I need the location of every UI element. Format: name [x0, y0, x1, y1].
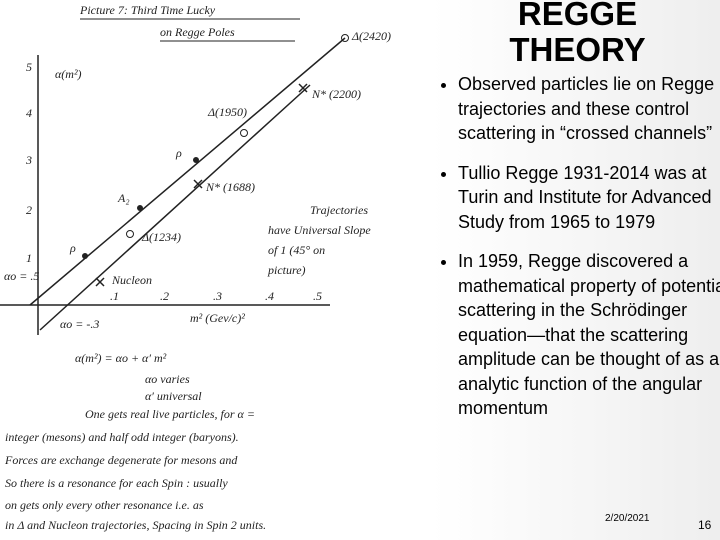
- page-number: 16: [698, 518, 712, 532]
- x-tick-label: .3: [213, 289, 222, 303]
- particle-label: ρ: [69, 241, 76, 255]
- marker: [95, 277, 105, 287]
- marker: [193, 157, 199, 163]
- y-tick-label: 1: [26, 251, 32, 265]
- note-line: So there is a resonance for each Spin : …: [5, 476, 228, 490]
- date: 2/20/2021: [605, 513, 650, 524]
- y-tick-label: 3: [25, 153, 32, 167]
- marker: [126, 230, 134, 238]
- x-tick-label: .2: [160, 289, 169, 303]
- x-tick-label: .1: [110, 289, 119, 303]
- bullet-list: Observed particles lie on Regge trajecto…: [436, 72, 720, 436]
- particle-label: Δ(1950): [207, 105, 247, 119]
- bullet: Tullio Regge 1931-2014 was at Turin and …: [458, 161, 720, 235]
- x-axis-label: m² (Gev/c)²: [190, 311, 245, 325]
- particle-label: Δ(1234): [141, 230, 181, 244]
- trajectory: [29, 37, 346, 306]
- equation: α(m²) = αo + α′ m²: [75, 351, 167, 365]
- y-tick-label: 4: [26, 106, 32, 120]
- equation: αo varies: [145, 372, 190, 386]
- note-line: Forces are exchange degenerate for meson…: [4, 453, 238, 467]
- title-line: REGGE: [517, 0, 638, 32]
- note-line: integer (mesons) and half odd integer (b…: [5, 430, 239, 444]
- sketch: Picture 7: Third Time Lucky on Regge Pol…: [0, 3, 392, 532]
- note-line: One gets real live particles, for α =: [85, 407, 255, 421]
- particle-label: N* (1688): [205, 180, 255, 194]
- note-line: in Δ and Nucleon trajectories, Spacing i…: [5, 518, 266, 532]
- equation: α′ universal: [145, 389, 202, 403]
- sketch-title: on Regge Poles: [160, 25, 235, 39]
- slope-note: have Universal Slope: [268, 223, 371, 237]
- y-tick-label: 5: [26, 60, 32, 74]
- marker: [240, 129, 248, 137]
- marker: [137, 205, 143, 211]
- intercept-label: αo = -.3: [60, 317, 99, 331]
- particle-label: ρ: [175, 146, 182, 160]
- bullet: In 1959, Regge discovered a mathematical…: [458, 249, 720, 421]
- marker: [298, 83, 308, 93]
- marker: [341, 34, 349, 42]
- x-tick-label: .4: [265, 289, 274, 303]
- x-tick-label: .5: [313, 289, 322, 303]
- trajectory: [39, 84, 311, 331]
- intercept-label: αo = .5: [4, 269, 39, 283]
- slide-title: REGGE THEORY: [470, 0, 685, 68]
- slope-note: of 1 (45° on: [268, 243, 325, 257]
- title-line: THEORY: [509, 31, 646, 68]
- particle-label: A₂: [117, 191, 130, 205]
- marker: [193, 179, 203, 189]
- slope-note: picture): [267, 263, 306, 277]
- y-axis-label: α(m²): [55, 67, 82, 81]
- note-line: on gets only every other resonance i.e. …: [5, 498, 204, 512]
- bullet: Observed particles lie on Regge trajecto…: [458, 72, 720, 146]
- y-tick-label: 2: [26, 203, 32, 217]
- particle-label: Δ(2420): [351, 29, 391, 43]
- sketch-title: Picture 7: Third Time Lucky: [79, 3, 216, 17]
- slope-note: Trajectories: [310, 203, 368, 217]
- marker: [82, 253, 88, 259]
- particle-label: N* (2200): [311, 87, 361, 101]
- particle-label: Nucleon: [111, 273, 152, 287]
